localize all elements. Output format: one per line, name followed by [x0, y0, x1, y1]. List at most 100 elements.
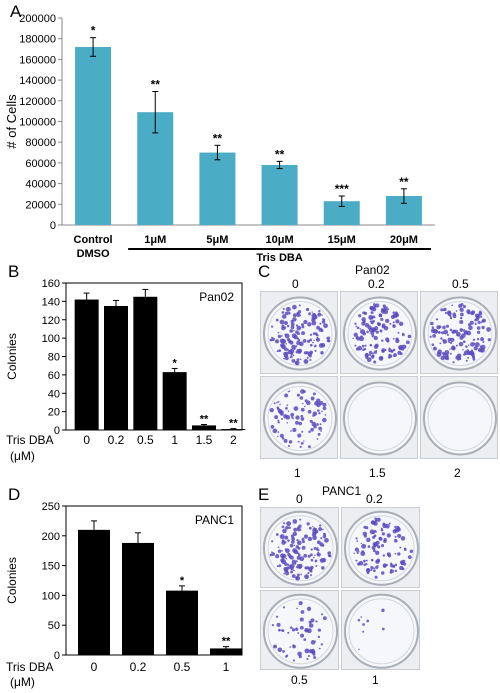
colony-dot	[459, 328, 464, 332]
colony-dot	[285, 407, 288, 410]
colony-dot	[368, 350, 373, 355]
colony-dot	[288, 526, 291, 529]
colony-dot	[309, 419, 313, 424]
y-tick-label: 200000	[19, 13, 56, 25]
colony-dot	[399, 352, 403, 356]
colony-dot	[289, 555, 294, 560]
colony-dot	[300, 407, 305, 412]
colony-dot	[316, 325, 320, 330]
colony-dot	[292, 304, 297, 310]
colony-dot	[304, 647, 310, 653]
colony-dot	[303, 440, 305, 442]
colony-dot	[286, 354, 288, 357]
panel-label-d: D	[8, 485, 21, 504]
dish-inner-rim	[427, 301, 493, 366]
colony-dot	[352, 337, 354, 340]
x-tick-label: DMSO	[77, 248, 110, 260]
colony-dot	[370, 568, 373, 572]
colony-dot	[297, 631, 300, 634]
colony-dot	[321, 320, 326, 324]
colony-dot	[442, 339, 448, 344]
colony-dot	[474, 342, 480, 348]
x-tick-label: 0.5	[174, 660, 191, 674]
colony-dot	[322, 417, 327, 423]
colony-dot	[409, 549, 414, 554]
y-tick-label: 140000	[19, 75, 56, 87]
colony-dot	[298, 524, 302, 528]
bar	[78, 529, 110, 655]
colony-dot	[285, 654, 288, 658]
colony-dot	[299, 445, 302, 448]
colony-dot	[372, 541, 378, 547]
colony-dot	[281, 539, 285, 543]
colony-dot	[316, 540, 321, 545]
colony-dot	[305, 628, 308, 632]
colony-dot	[291, 574, 296, 578]
colony-dot	[315, 559, 318, 562]
colony-dot	[291, 540, 295, 544]
colony-dot	[374, 517, 378, 521]
colony-dot	[356, 326, 360, 330]
significance-label: *	[91, 24, 96, 38]
colony-dot	[487, 338, 491, 342]
colony-dot	[269, 407, 274, 413]
colony-dot	[321, 410, 323, 412]
colony-dot	[296, 555, 301, 560]
colony-dot	[276, 401, 278, 404]
colony-dot	[321, 566, 325, 570]
colony-dot	[394, 525, 397, 529]
panel-c-label-top-2: 0.2	[368, 277, 385, 291]
colony-dot	[286, 324, 290, 328]
colony-dot	[290, 570, 294, 574]
colony-dot	[279, 433, 284, 438]
colony-dot	[310, 427, 314, 432]
colony-dot	[382, 563, 387, 568]
colony-dot	[286, 570, 289, 572]
panel-e-plate-photo	[341, 589, 420, 670]
colony-dot	[464, 331, 467, 334]
significance-label: **	[200, 413, 209, 425]
colony-dot	[392, 338, 395, 340]
colony-dot	[318, 524, 322, 527]
colony-dot	[290, 325, 295, 330]
colony-dot	[386, 552, 391, 557]
x-tick-label: 10μM	[266, 234, 294, 246]
colony-dot	[385, 318, 390, 324]
colony-dot	[381, 544, 385, 548]
colony-dot	[382, 304, 386, 308]
x-tick-label: 1	[223, 660, 230, 674]
colony-dot	[301, 325, 305, 329]
colony-dot	[360, 615, 362, 618]
colony-dot	[367, 545, 371, 548]
colony-dot	[297, 310, 302, 314]
colony-dot	[444, 350, 450, 355]
colony-dot	[306, 657, 309, 660]
colony-dot	[317, 312, 322, 317]
colony-dot	[360, 335, 363, 339]
colony-dot	[282, 528, 287, 534]
colony-dot	[293, 544, 296, 547]
colony-dot	[360, 551, 366, 557]
colony-dot	[394, 569, 398, 573]
colony-dot	[455, 331, 461, 337]
colony-dot	[312, 652, 316, 656]
colony-dot	[356, 551, 359, 555]
colony-dot	[380, 317, 384, 321]
colony-dot	[380, 571, 385, 575]
colony-dot	[405, 340, 410, 345]
panel-c-plate-photo	[260, 376, 338, 459]
colony-dot	[392, 311, 395, 314]
colony-dot	[398, 346, 403, 351]
colony-dot	[310, 548, 313, 551]
colony-dot	[317, 549, 320, 552]
y-tick-label: 250	[42, 501, 60, 513]
colony-dot	[297, 433, 302, 438]
colony-dot	[364, 344, 367, 347]
colony-dot	[444, 356, 450, 361]
colony-dot	[363, 331, 365, 333]
colony-dot	[307, 409, 312, 414]
colony-dot	[353, 332, 358, 337]
colony-dot	[451, 304, 453, 307]
colony-dot	[284, 311, 289, 316]
colony-dot	[371, 545, 376, 550]
